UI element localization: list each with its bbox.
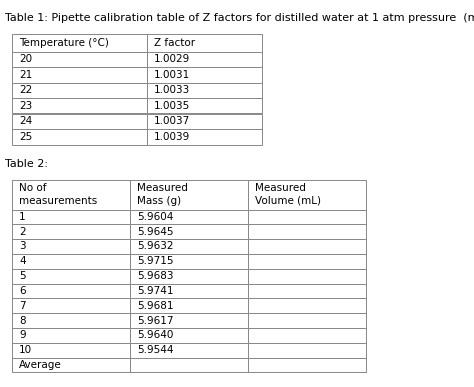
Text: 1.0031: 1.0031: [154, 70, 190, 80]
Text: 3: 3: [19, 241, 26, 252]
Bar: [147, 51, 262, 67]
Bar: [147, 82, 262, 98]
Text: 5: 5: [19, 271, 26, 281]
Text: 5.9640: 5.9640: [137, 330, 173, 340]
Bar: [130, 269, 248, 284]
Text: 1.0035: 1.0035: [154, 101, 190, 111]
Bar: [248, 343, 366, 358]
Bar: [12, 67, 147, 82]
Bar: [147, 129, 262, 144]
Bar: [12, 313, 130, 328]
Bar: [248, 313, 366, 328]
Text: 4: 4: [19, 256, 26, 266]
Text: Temperature (°C): Temperature (°C): [19, 38, 109, 48]
Text: 1.0033: 1.0033: [154, 85, 190, 95]
Bar: [12, 34, 147, 51]
Bar: [12, 269, 130, 284]
Text: Z factor: Z factor: [154, 38, 195, 48]
Text: 5.9632: 5.9632: [137, 241, 173, 252]
Bar: [130, 209, 248, 224]
Bar: [147, 67, 262, 82]
Text: 5.9683: 5.9683: [137, 271, 173, 281]
Text: 6: 6: [19, 286, 26, 296]
Bar: [12, 328, 130, 343]
Bar: [12, 254, 130, 269]
Bar: [147, 98, 262, 113]
Bar: [12, 82, 147, 98]
Bar: [12, 209, 130, 224]
Text: 7: 7: [19, 301, 26, 311]
Text: 1.0039: 1.0039: [154, 132, 190, 142]
Text: 5.9604: 5.9604: [137, 212, 173, 222]
Text: 5.9681: 5.9681: [137, 301, 173, 311]
Text: 5.9544: 5.9544: [137, 345, 173, 355]
Text: 8: 8: [19, 315, 26, 325]
Text: 5.9741: 5.9741: [137, 286, 173, 296]
Text: Measured
Volume (mL): Measured Volume (mL): [255, 183, 321, 206]
Text: Table 2:: Table 2:: [5, 159, 48, 168]
Bar: [248, 269, 366, 284]
Bar: [130, 298, 248, 313]
Bar: [248, 209, 366, 224]
Bar: [130, 343, 248, 358]
Bar: [130, 239, 248, 254]
Text: 1.0029: 1.0029: [154, 54, 190, 64]
Bar: [130, 284, 248, 298]
Bar: [12, 343, 130, 358]
Bar: [248, 180, 366, 209]
Bar: [248, 239, 366, 254]
Text: Table 1: Pipette calibration table of Z factors for distilled water at 1 atm pre: Table 1: Pipette calibration table of Z …: [5, 13, 474, 23]
Text: 5.9715: 5.9715: [137, 256, 173, 266]
Text: 25: 25: [19, 132, 32, 142]
Bar: [12, 180, 130, 209]
Text: Average: Average: [19, 360, 62, 370]
Bar: [130, 224, 248, 239]
Bar: [12, 129, 147, 144]
Bar: [248, 298, 366, 313]
Bar: [130, 328, 248, 343]
Text: 9: 9: [19, 330, 26, 340]
Bar: [12, 224, 130, 239]
Text: 10: 10: [19, 345, 32, 355]
Text: 2: 2: [19, 227, 26, 237]
Text: 24: 24: [19, 116, 32, 126]
Bar: [147, 34, 262, 51]
Bar: [248, 284, 366, 298]
Text: 22: 22: [19, 85, 32, 95]
Bar: [248, 328, 366, 343]
Bar: [248, 358, 366, 372]
Bar: [12, 284, 130, 298]
Bar: [12, 113, 147, 129]
Text: 23: 23: [19, 101, 32, 111]
Bar: [12, 358, 130, 372]
Bar: [147, 113, 262, 129]
Bar: [12, 98, 147, 113]
Bar: [248, 254, 366, 269]
Text: 1.0037: 1.0037: [154, 116, 190, 126]
Bar: [130, 254, 248, 269]
Bar: [248, 224, 366, 239]
Text: Measured
Mass (g): Measured Mass (g): [137, 183, 188, 206]
Text: 5.9645: 5.9645: [137, 227, 173, 237]
Text: 21: 21: [19, 70, 32, 80]
Text: 1: 1: [19, 212, 26, 222]
Bar: [130, 180, 248, 209]
Bar: [130, 358, 248, 372]
Bar: [130, 313, 248, 328]
Text: No of
measurements: No of measurements: [19, 183, 97, 206]
Text: 5.9617: 5.9617: [137, 315, 173, 325]
Bar: [12, 298, 130, 313]
Bar: [12, 239, 130, 254]
Text: 20: 20: [19, 54, 32, 64]
Bar: [12, 51, 147, 67]
